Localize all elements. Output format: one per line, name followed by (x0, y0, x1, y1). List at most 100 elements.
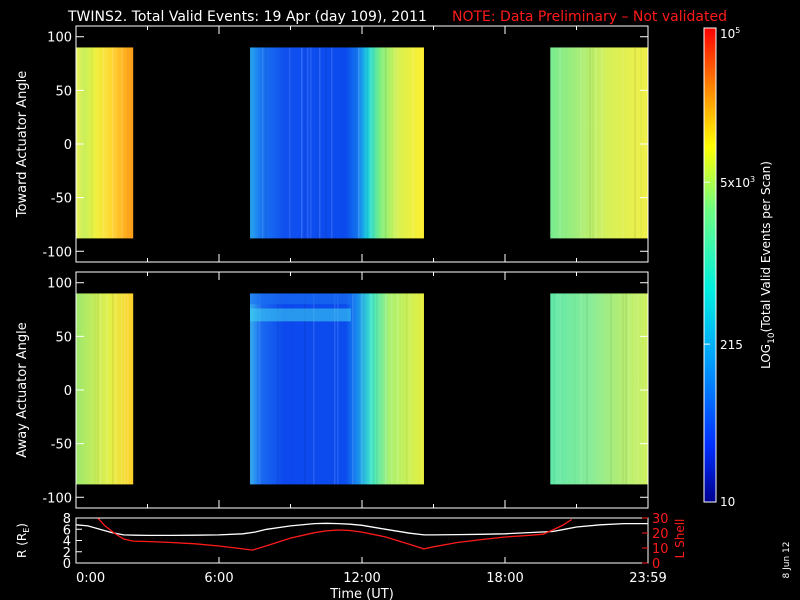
x-tick-label: 18:00 (486, 571, 523, 586)
heatmap-streak (112, 47, 114, 239)
tick-base: 5x10 (720, 176, 750, 190)
y-tick-label: 100 (47, 31, 72, 46)
colorbar-tick-label: 105 (720, 26, 740, 41)
heatmap-block (76, 47, 134, 239)
heatmap-streak (589, 47, 591, 239)
y-tick-label: 100 (47, 277, 72, 292)
y-tick-label: 50 (55, 84, 72, 99)
y-tick-label: -50 (51, 192, 72, 207)
heatmap-streak (306, 47, 309, 239)
heatmap-streak (601, 47, 603, 239)
heatmap-streak (292, 293, 294, 484)
x-tick-label: 12:00 (343, 571, 380, 586)
heatmap-streak (127, 47, 129, 238)
heatmap-streak (628, 293, 630, 485)
y-tick-label: 4 (63, 535, 71, 550)
heatmap-streak (369, 293, 372, 485)
x-tick-label: 0:00 (76, 571, 105, 586)
heatmap-streak (94, 293, 96, 484)
heatmap-streak (634, 47, 636, 239)
heatmap-streak (393, 47, 396, 239)
heatmap-streak (349, 47, 351, 238)
y-tick-label: 8 (63, 512, 71, 527)
x-axis-label: Time (UT) (329, 587, 394, 600)
radius-line (76, 522, 648, 537)
heatmap-streak (595, 47, 597, 239)
heatmap-streak (358, 293, 360, 484)
heatmap-streak (355, 47, 357, 238)
heatmap-streak (580, 293, 582, 485)
heatmap-streak (373, 47, 375, 238)
heatmap-streak (331, 293, 333, 484)
colorbar-tick-label: 5x103 (720, 175, 755, 190)
heatmap-streak (625, 293, 627, 485)
heatmap-streak (300, 47, 303, 239)
heatmap-streak (625, 47, 627, 238)
heatmap-streak (336, 293, 339, 485)
heatmap-streak (324, 47, 327, 239)
heatmap-streak (309, 47, 312, 239)
heatmap-streak (366, 47, 369, 239)
heatmap-streak (103, 47, 105, 239)
date-stamp: 8 Jun 12 (782, 542, 792, 579)
colorbar-tick-label: 215 (720, 338, 743, 352)
heatmap-streak (616, 293, 618, 484)
heatmap-streak (106, 47, 108, 239)
tick-base: 10 (720, 27, 735, 41)
heatmap-block (550, 47, 648, 239)
colorbar-gradient (703, 27, 717, 503)
heatmap-streak (559, 293, 561, 485)
heatmap-block (249, 293, 424, 485)
heatmap-streak (261, 47, 264, 239)
heatmap-streak (333, 293, 336, 485)
right-axis-label: L Shell (673, 519, 687, 559)
heatmap-streak (556, 293, 558, 485)
heatmap-streak (580, 47, 582, 239)
tick-base: 10 (720, 495, 735, 509)
heatmap-streak (586, 293, 588, 485)
heatmap-streak (640, 47, 642, 238)
heatmap-band (249, 293, 351, 305)
heatmap-streak (357, 47, 360, 239)
heatmap-streak (249, 293, 252, 485)
heatmap-streak (375, 293, 378, 485)
preliminary-note: NOTE: Data Preliminary – Not validated (452, 9, 727, 25)
heatmap-streak (288, 47, 291, 239)
heatmap-streak (568, 47, 570, 238)
right-tick-label: 30 (652, 512, 669, 527)
heatmap-streak (583, 47, 585, 239)
heatmap-streak (330, 47, 333, 239)
heatmap-streak (283, 47, 285, 238)
heatmap-streak (553, 293, 555, 484)
heatmap-streak (559, 47, 561, 239)
heatmap-streak (303, 47, 306, 239)
heatmap-streak (303, 293, 306, 485)
heatmap-streak (276, 293, 279, 485)
heatmap-streak (121, 293, 123, 485)
heatmap-band (249, 308, 351, 322)
heatmap-streak (390, 293, 393, 485)
heatmap-streak (384, 293, 387, 485)
heatmap-block (550, 293, 648, 485)
heatmap-streak (411, 47, 414, 239)
heatmap-streak (91, 47, 93, 238)
heatmap-streak (384, 47, 387, 239)
heatmap-streak (253, 47, 255, 238)
x-tick-label: 23:59 (629, 571, 666, 586)
heatmap-streak (634, 293, 636, 485)
heatmap-streak (406, 293, 408, 484)
tick-base: 215 (720, 338, 743, 352)
y-tick-label: -100 (42, 491, 72, 506)
heatmap-streak (396, 47, 399, 239)
heatmap-streak (115, 47, 117, 239)
heatmap-streak (100, 293, 102, 485)
heatmap-streak (637, 293, 639, 485)
right-tick-label: 20 (652, 527, 669, 542)
figure-title: TWINS2. Total Valid Events: 19 Apr (day … (67, 9, 427, 25)
heatmap-streak (622, 47, 624, 239)
heatmap-streak (127, 293, 129, 485)
heatmap-streak (571, 47, 573, 238)
y-tick-label: 0 (64, 138, 72, 153)
